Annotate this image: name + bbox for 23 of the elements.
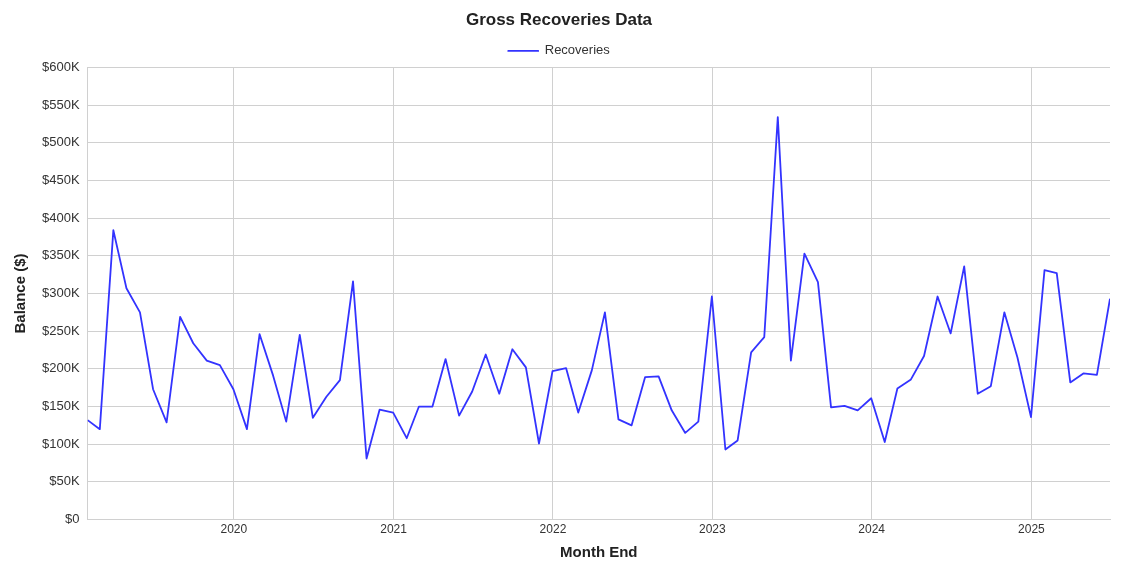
y-tick-label: $600K: [42, 58, 80, 74]
y-tick-label: $400K: [42, 209, 80, 225]
y-tick-label: $350K: [42, 247, 80, 263]
y-tick-label: $100K: [42, 435, 80, 451]
y-tick-label: $300K: [42, 285, 80, 301]
y-tick-label: $500K: [42, 134, 80, 150]
y-tick-label: $150K: [42, 398, 80, 414]
y-tick-label: $250K: [42, 322, 80, 338]
x-tick-label: 2020: [220, 522, 248, 537]
x-tick-label: 2021: [380, 522, 408, 537]
chart-title: Gross Recoveries Data: [465, 9, 653, 29]
y-tick-label: $550K: [42, 96, 80, 112]
x-tick-label: 2024: [858, 522, 886, 537]
y-tick-label: $0: [65, 511, 80, 527]
x-tick-label: 2025: [1018, 522, 1046, 537]
x-tick-label: 2022: [539, 522, 567, 537]
y-tick-label: $200K: [42, 360, 80, 376]
y-tick-label: $50K: [49, 473, 80, 489]
x-axis-title: Month End: [560, 543, 638, 561]
x-tick-label: 2023: [698, 522, 726, 537]
y-axis-title: Balance ($): [11, 253, 29, 334]
legend-label: Recoveries: [544, 42, 611, 58]
y-tick-label: $450K: [42, 172, 80, 188]
